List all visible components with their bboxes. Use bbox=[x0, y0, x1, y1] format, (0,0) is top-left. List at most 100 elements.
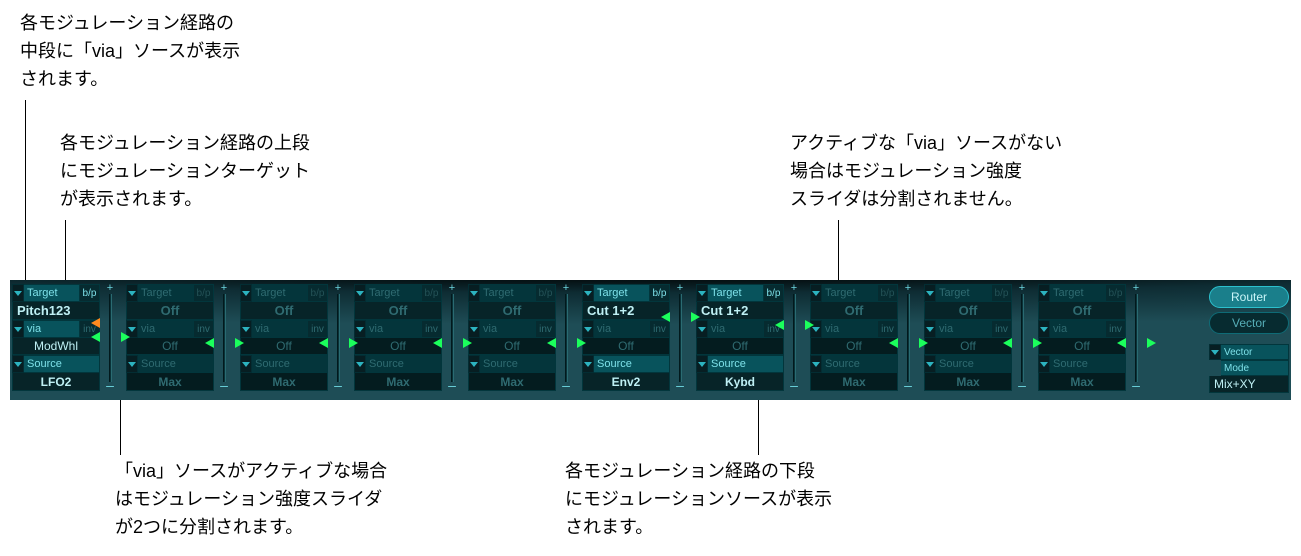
inv-toggle[interactable]: inv bbox=[536, 320, 556, 338]
source-value[interactable]: Max bbox=[126, 373, 214, 391]
target-menu-trigger[interactable] bbox=[1038, 284, 1050, 302]
source-menu-trigger[interactable] bbox=[924, 355, 936, 373]
slider-thumb-green[interactable] bbox=[661, 312, 670, 322]
via-menu-trigger[interactable] bbox=[12, 320, 24, 338]
inv-toggle[interactable]: inv bbox=[878, 320, 898, 338]
source-menu-trigger[interactable] bbox=[1038, 355, 1050, 373]
target-value[interactable]: Off bbox=[468, 302, 556, 320]
intensity-slider[interactable]: +– bbox=[1013, 284, 1031, 392]
via-menu-trigger[interactable] bbox=[468, 320, 480, 338]
bp-toggle[interactable]: b/p bbox=[650, 284, 670, 302]
slider-thumb-green[interactable] bbox=[805, 320, 814, 330]
slider-thumb-green[interactable] bbox=[775, 320, 784, 330]
target-value[interactable]: Cut 1+2 bbox=[696, 302, 784, 320]
source-menu-trigger[interactable] bbox=[12, 355, 24, 373]
intensity-slider[interactable]: +– bbox=[329, 284, 347, 392]
bp-toggle[interactable]: b/p bbox=[422, 284, 442, 302]
via-value[interactable]: Off bbox=[1038, 338, 1126, 355]
via-value[interactable]: Off bbox=[354, 338, 442, 355]
source-value[interactable]: Max bbox=[810, 373, 898, 391]
target-value[interactable]: Off bbox=[126, 302, 214, 320]
inv-toggle[interactable]: inv bbox=[992, 320, 1012, 338]
bp-toggle[interactable]: b/p bbox=[194, 284, 214, 302]
source-value[interactable]: Max bbox=[468, 373, 556, 391]
via-value[interactable]: Off bbox=[240, 338, 328, 355]
slider-thumb-green[interactable] bbox=[1147, 338, 1156, 348]
vector-mode-menu-trigger[interactable] bbox=[1209, 344, 1221, 360]
target-menu-trigger[interactable] bbox=[12, 284, 24, 302]
slider-track[interactable] bbox=[223, 294, 226, 382]
target-value[interactable]: Off bbox=[240, 302, 328, 320]
via-value[interactable]: Off bbox=[582, 338, 670, 355]
slider-track[interactable] bbox=[907, 294, 910, 382]
bp-toggle[interactable]: b/p bbox=[1106, 284, 1126, 302]
intensity-slider[interactable]: +– bbox=[101, 284, 119, 392]
slider-thumb-green[interactable] bbox=[691, 312, 700, 322]
slider-thumb-green[interactable] bbox=[889, 338, 898, 348]
target-value[interactable]: Off bbox=[810, 302, 898, 320]
via-menu-trigger[interactable] bbox=[240, 320, 252, 338]
bp-toggle[interactable]: b/p bbox=[992, 284, 1012, 302]
source-menu-trigger[interactable] bbox=[810, 355, 822, 373]
slider-thumb-green[interactable] bbox=[235, 338, 244, 348]
vector-button[interactable]: Vector bbox=[1209, 312, 1289, 334]
slider-track[interactable] bbox=[793, 294, 796, 382]
slider-track[interactable] bbox=[451, 294, 454, 382]
inv-toggle[interactable]: inv bbox=[308, 320, 328, 338]
inv-toggle[interactable]: inv bbox=[194, 320, 214, 338]
via-value[interactable]: Off bbox=[696, 338, 784, 355]
source-value[interactable]: Max bbox=[240, 373, 328, 391]
slider-thumb-green[interactable] bbox=[1003, 338, 1012, 348]
via-menu-trigger[interactable] bbox=[696, 320, 708, 338]
via-value[interactable]: Off bbox=[468, 338, 556, 355]
source-menu-trigger[interactable] bbox=[468, 355, 480, 373]
slider-track[interactable] bbox=[109, 294, 112, 382]
slider-thumb-green[interactable] bbox=[205, 338, 214, 348]
via-value[interactable]: Off bbox=[126, 338, 214, 355]
via-menu-trigger[interactable] bbox=[582, 320, 594, 338]
via-value[interactable]: Off bbox=[924, 338, 1012, 355]
slider-thumb-green[interactable] bbox=[349, 338, 358, 348]
source-value[interactable]: LFO2 bbox=[12, 373, 100, 391]
slider-thumb-green[interactable] bbox=[547, 338, 556, 348]
intensity-slider[interactable]: +– bbox=[1127, 284, 1145, 392]
target-value[interactable]: Off bbox=[354, 302, 442, 320]
target-menu-trigger[interactable] bbox=[240, 284, 252, 302]
target-menu-trigger[interactable] bbox=[810, 284, 822, 302]
via-value[interactable]: Off bbox=[810, 338, 898, 355]
bp-toggle[interactable]: b/p bbox=[536, 284, 556, 302]
slider-thumb-green[interactable] bbox=[91, 332, 100, 342]
intensity-slider[interactable]: +– bbox=[557, 284, 575, 392]
inv-toggle[interactable]: inv bbox=[422, 320, 442, 338]
target-menu-trigger[interactable] bbox=[582, 284, 594, 302]
target-menu-trigger[interactable] bbox=[354, 284, 366, 302]
intensity-slider[interactable]: +– bbox=[671, 284, 689, 392]
slider-thumb-green[interactable] bbox=[121, 332, 130, 342]
slider-thumb-green[interactable] bbox=[319, 338, 328, 348]
slider-track[interactable] bbox=[337, 294, 340, 382]
bp-toggle[interactable]: b/p bbox=[80, 284, 100, 302]
router-button[interactable]: Router bbox=[1209, 286, 1289, 308]
target-value[interactable]: Cut 1+2 bbox=[582, 302, 670, 320]
source-value[interactable]: Max bbox=[354, 373, 442, 391]
slider-track[interactable] bbox=[565, 294, 568, 382]
intensity-slider[interactable]: +– bbox=[443, 284, 461, 392]
via-menu-trigger[interactable] bbox=[924, 320, 936, 338]
via-menu-trigger[interactable] bbox=[354, 320, 366, 338]
target-menu-trigger[interactable] bbox=[696, 284, 708, 302]
source-menu-trigger[interactable] bbox=[696, 355, 708, 373]
source-menu-trigger[interactable] bbox=[354, 355, 366, 373]
slider-thumb-green[interactable] bbox=[919, 338, 928, 348]
intensity-slider[interactable]: +– bbox=[785, 284, 803, 392]
target-menu-trigger[interactable] bbox=[468, 284, 480, 302]
target-value[interactable]: Off bbox=[924, 302, 1012, 320]
source-value[interactable]: Env2 bbox=[582, 373, 670, 391]
target-value[interactable]: Off bbox=[1038, 302, 1126, 320]
source-menu-trigger[interactable] bbox=[582, 355, 594, 373]
slider-thumb-green[interactable] bbox=[1033, 338, 1042, 348]
slider-thumb-orange[interactable] bbox=[91, 318, 100, 328]
source-value[interactable]: Kybd bbox=[696, 373, 784, 391]
target-menu-trigger[interactable] bbox=[126, 284, 138, 302]
source-menu-trigger[interactable] bbox=[126, 355, 138, 373]
inv-toggle[interactable]: inv bbox=[1106, 320, 1126, 338]
